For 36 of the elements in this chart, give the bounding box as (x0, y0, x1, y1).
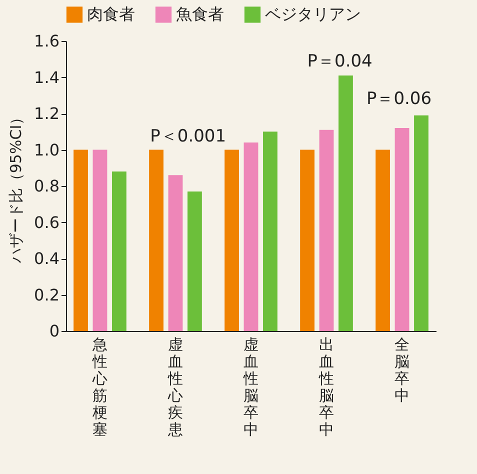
bar (376, 150, 390, 331)
legend-label: ベジタリアン (265, 4, 361, 24)
y-tick-label: 1.0 (34, 140, 60, 160)
bar (188, 191, 202, 331)
bar (168, 175, 183, 331)
y-axis-title: ハザード比（95%CI） (7, 110, 26, 264)
bar (149, 150, 164, 331)
bar (244, 142, 258, 331)
bar (319, 130, 334, 331)
y-tick-label: 1.2 (34, 104, 60, 123)
x-tick-label: 出血性脳卒中 (318, 336, 334, 438)
y-tick-label: 1.6 (34, 32, 60, 50)
y-tick-label: 0.8 (34, 176, 60, 196)
y-tick-label: 0 (49, 322, 60, 340)
x-tick-label: 虚血性脳卒中 (242, 336, 258, 438)
annotation: P＜0.001 (150, 126, 226, 147)
x-tick-label: 急性心筋梗塞 (91, 336, 108, 438)
bar (224, 150, 239, 331)
y-tick-label: 0.6 (34, 212, 60, 232)
annotation: P＝0.06 (366, 89, 432, 109)
y-tick-label: 0.2 (34, 285, 60, 304)
x-tick-label: 虚血性心疾患 (166, 336, 183, 438)
bar (92, 150, 108, 331)
bar (263, 132, 278, 331)
y-tick-label: 1.4 (34, 68, 60, 87)
annotation: P＝0.04 (307, 51, 372, 72)
legend-label: 魚食者 (176, 4, 224, 24)
legend-label: 肉食者 (87, 4, 135, 24)
bar (300, 150, 314, 331)
x-tick-label: 全脳卒中 (394, 336, 410, 404)
bar (394, 128, 410, 331)
bar (414, 115, 428, 331)
bar (338, 75, 353, 331)
bar (74, 150, 88, 331)
bar (112, 172, 126, 331)
y-tick-label: 0.4 (34, 249, 60, 268)
